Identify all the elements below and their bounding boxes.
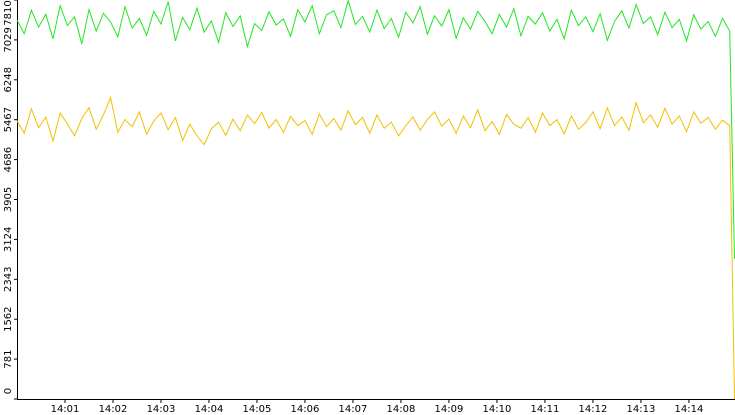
x-tick-label: 14:04 xyxy=(195,404,224,415)
x-tick-label: 14:08 xyxy=(387,404,416,415)
x-tick-label: 14:13 xyxy=(627,404,656,415)
x-tick-label: 14:01 xyxy=(51,404,80,415)
y-tick-label: 7810 xyxy=(3,0,14,25)
y-tick-label: 781 xyxy=(3,350,14,369)
x-tick-label: 14:09 xyxy=(435,404,464,415)
y-tick-label: 1562 xyxy=(3,306,14,331)
x-tick-label: 14:11 xyxy=(531,404,560,415)
x-tick-label: 14:06 xyxy=(291,404,320,415)
y-tick-label: 7029 xyxy=(3,27,14,52)
y-tick-label: 0 xyxy=(3,388,14,394)
y-tick-label: 4686 xyxy=(3,147,14,172)
y-tick-label: 2343 xyxy=(3,267,14,292)
x-tick-label: 14:03 xyxy=(147,404,176,415)
x-tick-label: 14:14 xyxy=(675,404,704,415)
y-tick-label: 5467 xyxy=(3,107,14,132)
series-line xyxy=(16,0,735,259)
series-line xyxy=(16,95,735,400)
y-tick-label: 6248 xyxy=(3,67,14,92)
x-tick-label: 14:05 xyxy=(243,404,272,415)
x-tick-label: 14:10 xyxy=(483,404,512,415)
x-tick-label: 14:12 xyxy=(579,404,608,415)
x-tick-label: 14:07 xyxy=(339,404,368,415)
x-tick-label: 14:02 xyxy=(99,404,128,415)
y-tick-label: 3124 xyxy=(3,227,14,252)
y-tick-label: 3905 xyxy=(3,187,14,212)
